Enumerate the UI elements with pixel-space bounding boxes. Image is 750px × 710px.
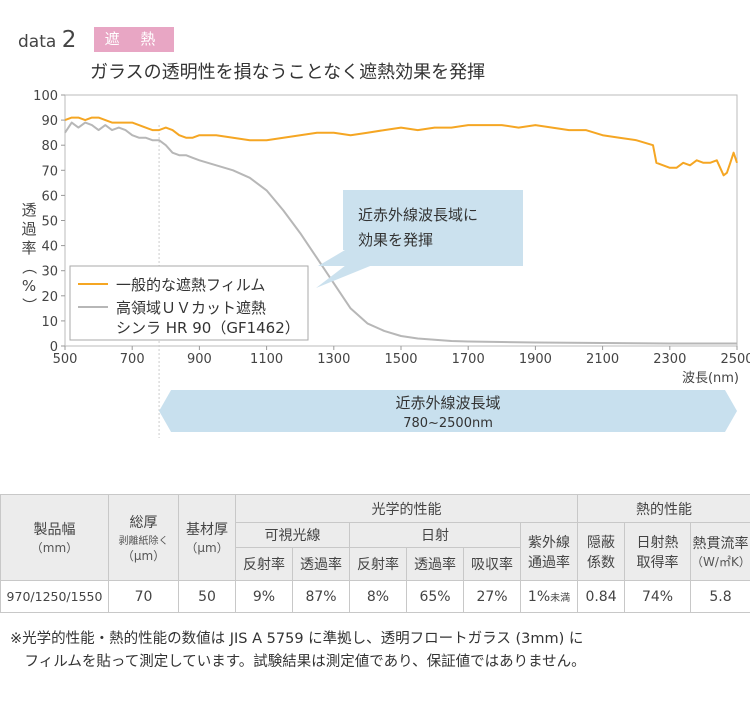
y-axis-label-char: % bbox=[22, 277, 36, 295]
y-axis-label-char: 過 bbox=[21, 220, 36, 238]
cell-base: 50 bbox=[178, 580, 236, 613]
annotation-box bbox=[318, 190, 523, 266]
solar-heat-header: 日射熱 取得率 bbox=[624, 522, 692, 581]
x-tick-label: 2300 bbox=[653, 352, 686, 367]
transmittance-chart: 0 10 20 30 40 50 60 70 80 90 100 500 700 900 1100 1300 1… bbox=[20, 89, 750, 438]
page-subtitle: ガラスの透明性を損なうことなく遮熱効果を発揮 bbox=[90, 62, 486, 83]
data-label: data 2 bbox=[18, 27, 76, 53]
cell-visible-reflect: 9% bbox=[235, 580, 293, 613]
legend-box bbox=[69, 265, 309, 341]
y-tick-label: 0 bbox=[50, 340, 58, 355]
cell-solar-heat: 74% bbox=[624, 580, 692, 613]
y-tick-label: 80 bbox=[41, 139, 58, 154]
cell-uv: 1%未満 bbox=[519, 580, 579, 613]
y-tick-label: 20 bbox=[41, 290, 58, 305]
product-width-header: 製品幅 （mm） bbox=[0, 494, 109, 581]
shading-header: 隠蔽 係数 bbox=[577, 522, 626, 581]
solar-absorb-header: 吸収率 bbox=[463, 547, 521, 581]
y-tick-label: 100 bbox=[33, 89, 58, 104]
y-tick-label: 50 bbox=[41, 215, 58, 230]
y-tick-label: 60 bbox=[41, 189, 58, 204]
x-tick-label: 2500 bbox=[720, 352, 750, 367]
visible-header: 可視光線 bbox=[235, 522, 350, 548]
data-prefix: data bbox=[18, 32, 57, 52]
category-badge: 遮 熱 bbox=[94, 27, 174, 52]
data-number: 2 bbox=[61, 27, 77, 53]
thermal-header: 熱的性能 bbox=[577, 494, 750, 523]
x-tick-label: 1100 bbox=[250, 352, 283, 367]
annotation-text: 効果を発揮 bbox=[358, 231, 433, 249]
legend-label-uv-cut-film: 高領域ＵＶカット遮熱 bbox=[116, 299, 266, 317]
cell-solar-transmit: 65% bbox=[406, 580, 464, 613]
annotation-pointer bbox=[316, 262, 380, 288]
cell-thickness: 70 bbox=[108, 580, 179, 613]
thickness-header: 総厚 剥離紙除く （μm） bbox=[108, 494, 179, 581]
y-tick-label: 90 bbox=[41, 114, 58, 129]
x-tick-label: 2100 bbox=[586, 352, 619, 367]
visible-reflect-header: 反射率 bbox=[235, 547, 293, 581]
heat-flow-header: 熱貫流率 （W/㎡K） bbox=[690, 522, 750, 581]
x-tick-label: 1300 bbox=[317, 352, 350, 367]
band-range-label: 780~2500nm bbox=[403, 416, 493, 431]
band-label: 近赤外線波長域 bbox=[396, 394, 501, 412]
x-tick-label: 1500 bbox=[384, 352, 417, 367]
y-axis-label-char: 透 bbox=[21, 201, 36, 219]
cell-visible-transmit: 87% bbox=[292, 580, 350, 613]
solar-reflect-header: 反射率 bbox=[349, 547, 407, 581]
y-axis-label-char: ） bbox=[20, 297, 38, 312]
spec-table: 製品幅 （mm） 総厚 剥離紙除く （μm） 基材厚 （μm） 光学的性能 熱的… bbox=[0, 494, 750, 613]
legend-label-general-film: 一般的な遮熱フィルム bbox=[116, 276, 265, 294]
x-tick-label: 900 bbox=[187, 352, 212, 367]
series-line-uv-cut-film bbox=[64, 121, 737, 345]
solar-transmit-header: 透過率 bbox=[406, 547, 464, 581]
y-axis-label: 透過率 （% ） bbox=[20, 201, 38, 313]
solar-header: 日射 bbox=[349, 522, 521, 548]
cell-shading: 0.84 bbox=[577, 580, 626, 613]
optical-header: 光学的性能 bbox=[234, 494, 579, 523]
annotation-text: 近赤外線波長域に bbox=[358, 206, 478, 224]
base-thickness-header: 基材厚 （μm） bbox=[178, 494, 236, 581]
x-tick-label: 700 bbox=[120, 352, 145, 367]
footnote: ※光学的性能・熱的性能の数値は JIS A 5759 に準拠し、透明フロートガラ… bbox=[10, 631, 586, 670]
series-line-general-film bbox=[64, 116, 738, 177]
table-row: 970/1250/1550 70 50 9% 87% 8% 65% 27% 1%… bbox=[0, 580, 750, 613]
y-tick-label: 10 bbox=[41, 315, 58, 330]
visible-transmit-header: 透過率 bbox=[292, 547, 350, 581]
y-tick-label: 40 bbox=[41, 240, 58, 255]
cell-solar-reflect: 8% bbox=[349, 580, 407, 613]
uv-header: 紫外線 通過率 bbox=[519, 522, 579, 581]
cell-heat-flow: 5.8 bbox=[690, 580, 750, 613]
x-tick-label: 1900 bbox=[519, 352, 552, 367]
x-axis-label: 波長(nm) bbox=[682, 371, 739, 386]
x-tick-label: 500 bbox=[53, 352, 78, 367]
cell-product-width: 970/1250/1550 bbox=[0, 580, 109, 613]
y-axis-label-char: 率 bbox=[21, 239, 36, 257]
cell-solar-absorb: 27% bbox=[463, 580, 521, 613]
y-tick-label: 70 bbox=[41, 164, 58, 179]
x-tick-label: 1700 bbox=[452, 352, 485, 367]
y-tick-label: 30 bbox=[41, 265, 58, 280]
legend-label-uv-cut-film-model: シンラ HR 90（GF1462） bbox=[116, 319, 300, 337]
spec-table-wrap: 製品幅 （mm） 総厚 剥離紙除く （μm） 基材厚 （μm） 光学的性能 熱的… bbox=[0, 494, 750, 613]
band-arrow bbox=[159, 390, 737, 432]
y-axis-label-char: （ bbox=[20, 259, 38, 274]
